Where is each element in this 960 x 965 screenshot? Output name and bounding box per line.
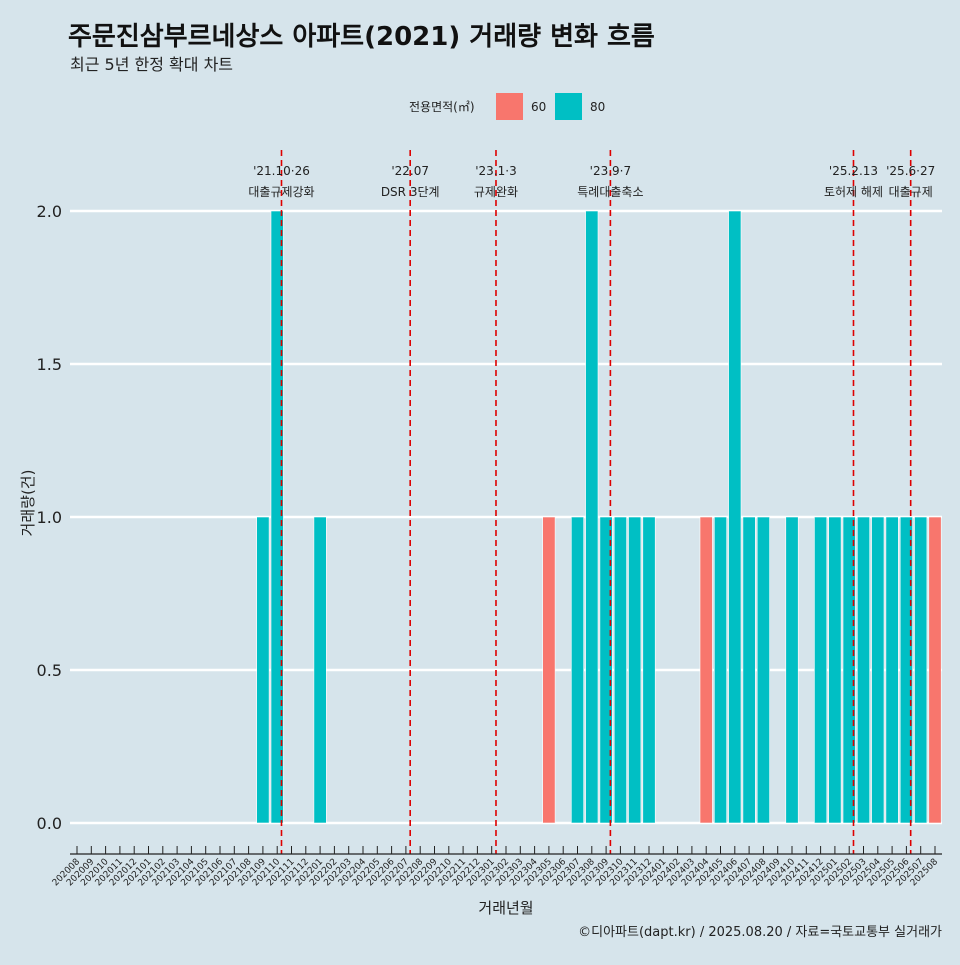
legend-swatch-80 [555,93,582,120]
y-tick-label: 2.0 [37,202,62,221]
bar-80-202507 [914,516,928,824]
y-tick-label: 1.0 [37,508,62,527]
bar-80-202312 [642,516,656,824]
event-date-label: '22.07 [391,164,429,178]
bar-80-202410 [785,516,799,824]
bar-80-202308 [585,210,599,824]
y-tick-label: 1.5 [37,355,62,374]
legend-title: 전용면적(㎡) [409,100,475,114]
bar-60-202305 [542,516,556,824]
bar-80-202503 [856,516,870,824]
bars [256,210,942,824]
bar-80-202309 [599,516,613,824]
bar-80-202407 [742,516,756,824]
event-lines: '21.10·26 대출규제강화 '22.07 DSR 3단계 '23.1·3 규제완화 '… [248,150,935,854]
y-axis-ticks: 0.0 0.5 1.0 1.5 2.0 [37,202,62,833]
bar-80-202505 [885,516,899,824]
y-tick-label: 0.5 [37,661,62,680]
event-name-label: 대출규제강화 [248,185,314,199]
chart-subtitle: 최근 5년 한정 확대 차트 [70,55,233,74]
bar-80-202504 [871,516,885,824]
event-date-label: '23.1·3 [475,164,516,178]
legend: 전용면적(㎡) 60 80 [409,93,605,120]
bar-80-202201 [313,516,327,824]
chart-caption: ©디아파트(dapt.kr) / 2025.08.20 / 자료=국토교통부 실… [578,925,942,940]
event-name-label: 규제완화 [474,185,518,199]
y-tick-label: 0.0 [37,814,62,833]
chart-title: 주문진삼부르네상스 아파트(2021) 거래량 변화 흐름 [68,22,655,52]
event-name-label: 토허제 해제 [824,185,883,199]
event-date-label: '25.2.13 [829,164,878,178]
bar-80-202405 [713,516,727,824]
bar-60-202508 [928,516,942,824]
bar-80-202310 [613,516,627,824]
x-axis: 2020082020092020102020112020122021012021… [51,846,942,888]
event-name-label: DSR 3단계 [381,185,440,199]
bar-80-202501 [828,516,842,824]
bar-80-202109 [256,516,270,824]
bar-80-202110 [270,210,284,824]
legend-label-60: 60 [531,100,546,114]
bar-80-202406 [728,210,742,824]
bar-60-202404 [699,516,713,824]
bar-80-202311 [628,516,642,824]
bar-80-202412 [814,516,828,824]
event-date-label: '21.10·26 [253,164,310,178]
event-name-label: 대출규제 [889,185,933,199]
bar-80-202408 [756,516,770,824]
y-axis-title: 거래량(건) [19,470,37,537]
x-axis-title: 거래년월 [478,899,533,917]
bar-80-202307 [570,516,584,824]
event-date-label: '25.6·27 [886,164,935,178]
legend-label-80: 80 [590,100,605,114]
event-name-label: 특례대출축소 [577,185,643,199]
bar-80-202502 [842,516,856,824]
bar-80-202506 [899,516,913,824]
event-date-label: '23.9·7 [590,164,631,178]
legend-swatch-60 [496,93,523,120]
